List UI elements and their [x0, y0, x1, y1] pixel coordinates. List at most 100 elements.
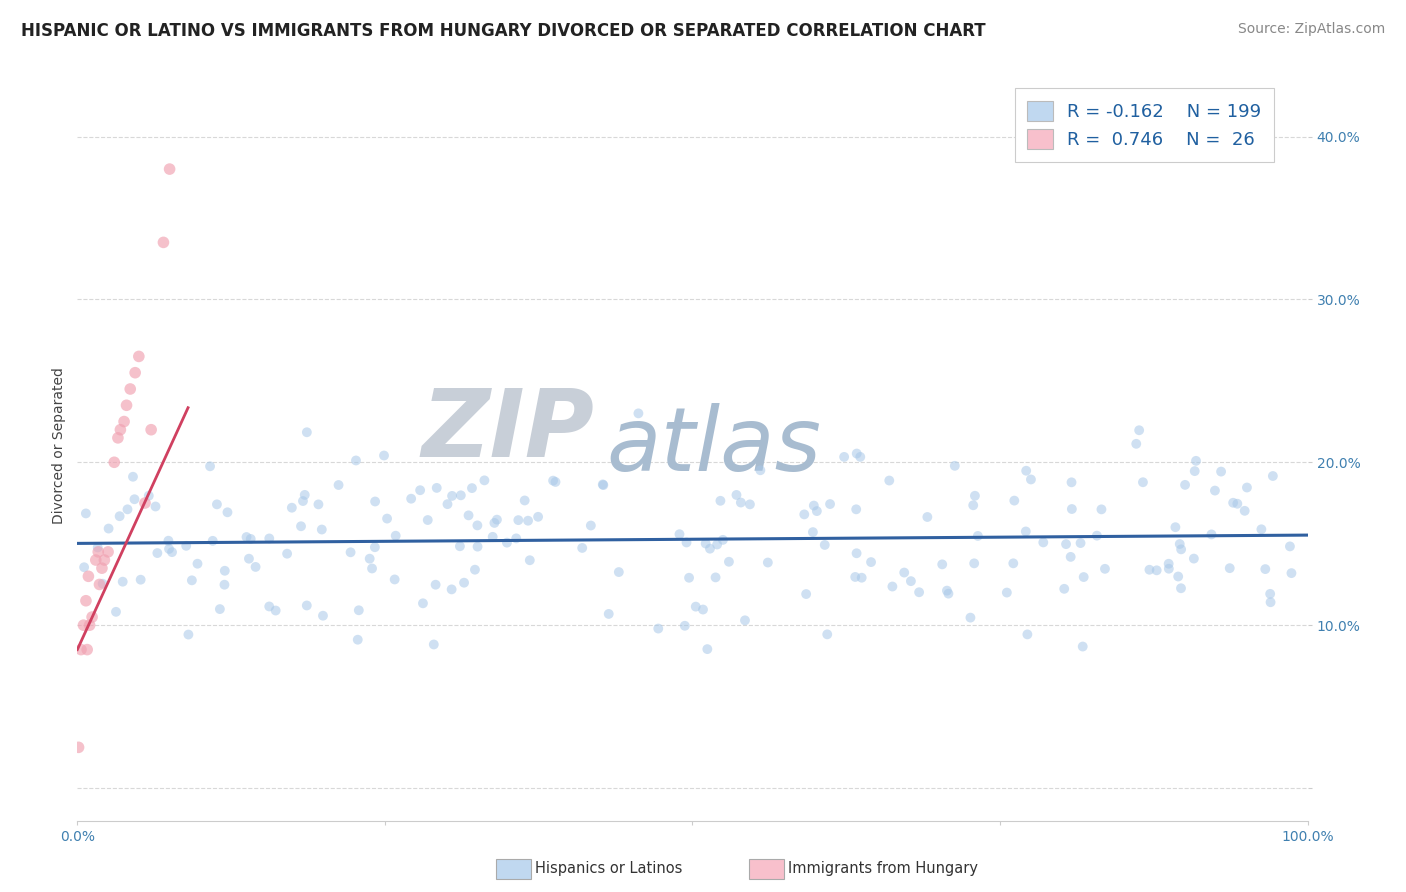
Point	[105, 605, 128, 619]
Point	[217, 505, 239, 519]
Point	[238, 551, 260, 566]
Point	[276, 547, 298, 561]
Point	[457, 508, 479, 523]
Point	[239, 532, 262, 546]
Point	[668, 527, 690, 541]
Point	[1157, 562, 1180, 576]
Point	[882, 580, 904, 594]
Point	[91, 576, 114, 591]
Text: ZIP: ZIP	[422, 385, 595, 477]
Point	[259, 532, 281, 546]
Point	[339, 545, 361, 559]
Point	[938, 587, 960, 601]
Point	[467, 518, 489, 533]
Point	[115, 398, 138, 412]
Point	[917, 510, 939, 524]
Point	[138, 489, 160, 503]
Point	[1182, 551, 1205, 566]
Point	[75, 507, 97, 521]
Point	[793, 508, 815, 522]
Point	[245, 560, 267, 574]
Point	[1002, 557, 1025, 571]
Point	[711, 533, 734, 547]
Point	[134, 496, 156, 510]
Point	[1278, 540, 1301, 554]
Point	[384, 573, 406, 587]
Point	[931, 558, 953, 572]
Point	[1060, 549, 1083, 564]
Point	[141, 423, 163, 437]
Point	[201, 533, 224, 548]
Point	[441, 489, 464, 503]
Point	[107, 431, 129, 445]
Point	[453, 575, 475, 590]
Point	[673, 619, 696, 633]
Point	[294, 488, 316, 502]
Point	[699, 541, 721, 556]
Point	[205, 497, 228, 511]
Point	[76, 642, 98, 657]
Point	[208, 602, 231, 616]
Point	[1170, 542, 1192, 557]
Point	[814, 538, 837, 552]
Point	[1226, 497, 1249, 511]
Point	[117, 502, 139, 516]
Point	[1168, 537, 1191, 551]
Point	[1015, 464, 1038, 478]
Point	[544, 475, 567, 489]
Legend: R = -0.162    N = 199, R =  0.746    N =  26: R = -0.162 N = 199, R = 0.746 N = 26	[1015, 88, 1274, 162]
Point	[845, 446, 868, 460]
Point	[159, 162, 181, 177]
Point	[186, 557, 208, 571]
Point	[295, 425, 318, 440]
Point	[124, 366, 146, 380]
Point	[474, 474, 496, 488]
Point	[995, 585, 1018, 599]
Point	[1281, 566, 1303, 581]
Point	[685, 599, 707, 614]
Point	[1125, 437, 1147, 451]
Point	[818, 497, 841, 511]
Point	[749, 463, 772, 477]
Point	[73, 560, 96, 574]
Point	[359, 551, 381, 566]
Point	[900, 574, 922, 589]
Point	[128, 350, 150, 364]
Point	[399, 491, 422, 506]
Point	[1146, 563, 1168, 577]
Point	[1236, 481, 1258, 495]
Text: Source: ZipAtlas.com: Source: ZipAtlas.com	[1237, 22, 1385, 37]
Point	[1204, 483, 1226, 498]
Point	[1132, 475, 1154, 490]
Y-axis label: Divorced or Separated: Divorced or Separated	[52, 368, 66, 524]
Point	[346, 632, 368, 647]
Point	[706, 537, 728, 551]
Point	[177, 627, 200, 641]
Point	[647, 622, 669, 636]
Point	[592, 477, 614, 491]
Point	[845, 546, 868, 560]
Point	[607, 565, 630, 579]
Point	[174, 539, 197, 553]
Point	[426, 481, 449, 495]
Point	[966, 529, 988, 543]
Point	[373, 449, 395, 463]
Point	[717, 555, 740, 569]
Point	[849, 450, 872, 464]
Point	[877, 474, 900, 488]
Point	[519, 553, 541, 567]
Point	[97, 545, 120, 559]
Point	[675, 535, 697, 549]
Point	[1209, 465, 1232, 479]
Point	[1060, 502, 1083, 516]
Point	[111, 574, 134, 589]
Point	[364, 540, 387, 554]
Point	[87, 541, 110, 555]
Point	[110, 423, 132, 437]
Point	[541, 474, 564, 488]
Point	[214, 564, 236, 578]
Point	[108, 509, 131, 524]
Point	[436, 497, 458, 511]
Point	[943, 458, 966, 473]
Point	[1019, 473, 1042, 487]
